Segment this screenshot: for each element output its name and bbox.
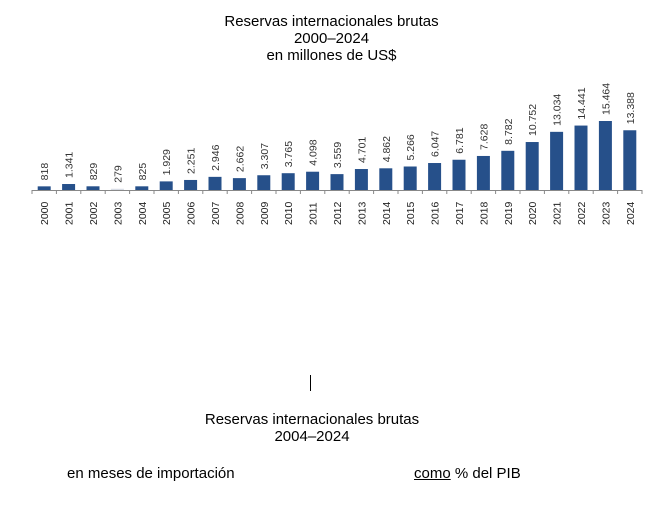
year-tick-label: 2020	[527, 201, 539, 225]
data-label: 279	[112, 165, 124, 183]
year-tick-label: 2021	[552, 201, 564, 225]
bar	[403, 166, 417, 190]
como-link[interactable]: como	[414, 465, 451, 482]
bar-chart: 818 2000 1.341 2001 829 2002 279 2003 825 2004 1.9…	[31, 83, 643, 225]
bar	[452, 159, 466, 190]
data-label: 4.098	[308, 139, 320, 165]
bar	[525, 142, 539, 190]
year-tick-label: 2010	[283, 201, 295, 225]
year-tick-label: 2019	[503, 201, 515, 225]
year-tick-label: 2013	[356, 201, 368, 225]
data-label: 6.047	[430, 131, 442, 157]
year-tick-label: 2001	[64, 201, 76, 225]
data-label: 4.701	[356, 137, 368, 163]
data-label: 13.388	[625, 92, 637, 124]
bar	[184, 179, 198, 190]
data-label: 3.765	[283, 141, 295, 167]
data-label: 14.441	[576, 87, 588, 119]
data-label: 829	[88, 163, 100, 181]
year-tick-label: 2017	[454, 201, 466, 225]
year-tick-label: 2003	[112, 201, 124, 225]
data-label: 2.662	[234, 146, 246, 172]
year-tick-label: 2022	[576, 201, 588, 225]
bar	[110, 188, 124, 190]
data-label: 15.464	[600, 83, 612, 115]
data-label: 1.929	[161, 149, 173, 175]
year-tick-label: 2024	[625, 201, 637, 225]
year-tick-label: 2000	[39, 201, 51, 225]
data-label: 3.559	[332, 142, 344, 168]
bar	[159, 181, 173, 190]
year-tick-label: 2015	[405, 201, 417, 225]
bar	[623, 130, 637, 190]
year-tick-label: 2023	[600, 201, 612, 225]
data-label: 2.251	[186, 148, 198, 174]
bar	[354, 169, 368, 190]
data-label: 10.752	[527, 104, 539, 136]
data-label: 7.628	[478, 124, 490, 150]
bar	[476, 155, 490, 190]
percent-gdp-text: % del PIB	[450, 465, 521, 482]
bar	[37, 186, 51, 190]
data-label: 5.266	[405, 134, 417, 160]
bar	[574, 125, 588, 190]
bar	[379, 168, 393, 190]
divider-line	[310, 375, 311, 391]
data-label: 2.946	[210, 144, 222, 170]
year-tick-label: 2009	[259, 201, 271, 225]
bar	[62, 184, 76, 190]
year-tick-label: 2014	[381, 201, 393, 225]
bar	[501, 150, 515, 190]
year-tick-label: 2007	[210, 201, 222, 225]
months-of-imports-label: en meses de importación	[67, 465, 235, 482]
data-label: 13.034	[552, 94, 564, 126]
data-label: 818	[39, 163, 51, 181]
bar	[135, 186, 149, 190]
bar	[550, 131, 564, 190]
year-tick-label: 2002	[88, 201, 100, 225]
year-tick-label: 2004	[137, 201, 149, 225]
data-label: 8.782	[503, 118, 515, 144]
bar	[208, 176, 222, 190]
data-label: 6.781	[454, 127, 466, 153]
year-tick-label: 2011	[308, 202, 320, 225]
bar	[306, 171, 320, 190]
bar	[86, 186, 100, 190]
chart-title: Reservas internacionales brutas 2000–202…	[224, 13, 439, 64]
data-label: 4.862	[381, 136, 393, 162]
year-tick-label: 2016	[430, 201, 442, 225]
year-tick-label: 2006	[186, 201, 198, 225]
data-label: 825	[137, 163, 149, 181]
year-tick-label: 2008	[234, 201, 246, 225]
second-chart-title: Reservas internacionales brutas 2004–202…	[204, 411, 420, 445]
bar	[232, 178, 246, 190]
bar	[330, 174, 344, 190]
bar	[281, 173, 295, 190]
bar	[598, 121, 612, 190]
year-tick-label: 2005	[161, 201, 173, 225]
bar	[428, 163, 442, 190]
data-label: 3.307	[259, 143, 271, 169]
data-label: 1.341	[64, 152, 76, 178]
year-tick-label: 2012	[332, 201, 344, 225]
bar	[257, 175, 271, 190]
year-tick-label: 2018	[478, 201, 490, 225]
percent-gdp-label: como % del PIB	[414, 465, 521, 482]
